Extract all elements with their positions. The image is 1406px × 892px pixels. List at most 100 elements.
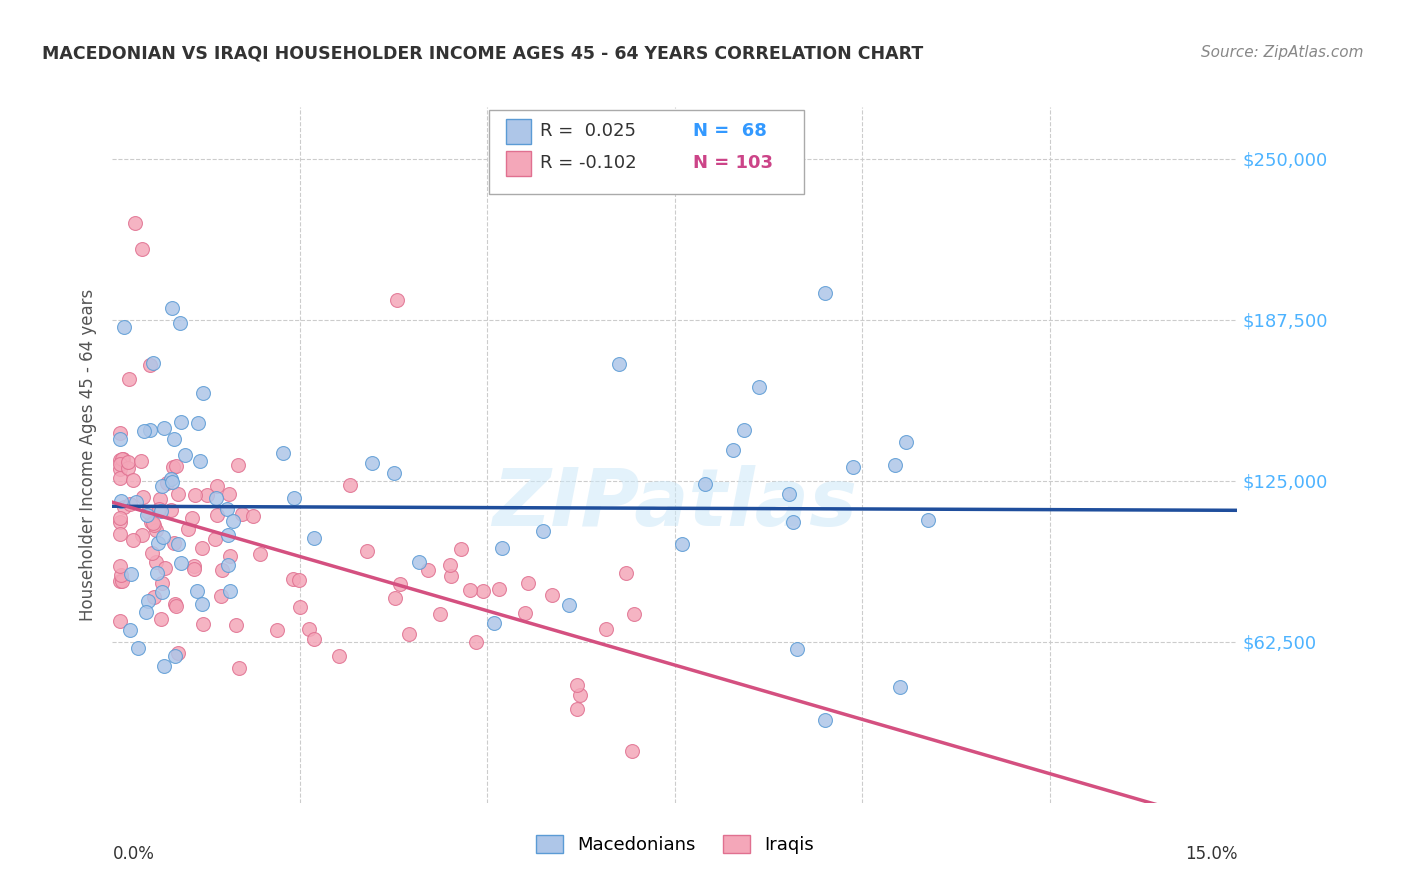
Point <box>111 452 134 467</box>
Point <box>491 541 513 556</box>
Point <box>517 575 540 590</box>
Point <box>748 380 770 394</box>
Point <box>111 451 134 466</box>
Point <box>156 475 179 490</box>
Point <box>219 549 242 563</box>
Point <box>183 562 205 576</box>
Point <box>298 622 321 636</box>
Point <box>149 612 172 626</box>
Point <box>108 614 131 628</box>
Point <box>108 574 131 588</box>
Point <box>173 448 195 462</box>
Point <box>782 515 804 529</box>
Point <box>541 588 564 602</box>
Point <box>127 641 149 656</box>
Point <box>148 501 170 516</box>
Text: 15.0%: 15.0% <box>1185 845 1237 863</box>
Point <box>108 426 131 441</box>
Point <box>531 524 554 538</box>
Text: R = -0.102: R = -0.102 <box>540 154 637 172</box>
Point <box>205 491 228 505</box>
Point <box>166 599 188 613</box>
Point <box>142 356 165 370</box>
Point <box>177 522 200 536</box>
Point <box>595 622 617 636</box>
Point <box>108 511 131 525</box>
Point <box>283 491 305 505</box>
Point <box>440 569 463 583</box>
Point <box>132 490 155 504</box>
Point <box>125 495 148 509</box>
Point <box>170 416 193 430</box>
Point <box>112 500 135 515</box>
Point <box>136 506 159 520</box>
Point <box>108 559 131 574</box>
Point <box>356 544 378 558</box>
Point <box>211 563 233 577</box>
Point <box>361 457 384 471</box>
Point <box>460 583 482 598</box>
Point <box>249 548 271 562</box>
Point <box>117 455 139 469</box>
Point <box>145 555 167 569</box>
Point <box>165 458 187 473</box>
Point <box>160 475 183 490</box>
Point <box>146 566 169 581</box>
Point <box>302 531 325 545</box>
Point <box>183 559 205 574</box>
Point <box>181 510 204 524</box>
Point <box>124 216 146 230</box>
Point <box>328 648 350 663</box>
Point <box>149 491 172 506</box>
Point <box>167 537 190 551</box>
Point <box>786 641 808 656</box>
Point <box>153 659 176 673</box>
Point <box>450 542 472 557</box>
Point <box>162 301 184 315</box>
Point <box>108 527 131 541</box>
Point <box>118 623 141 637</box>
Point <box>111 574 134 588</box>
Point <box>191 541 214 555</box>
Point <box>607 357 630 371</box>
Point <box>195 488 218 502</box>
Point <box>515 607 537 621</box>
Point <box>108 470 131 484</box>
Point <box>302 632 325 646</box>
Point <box>215 502 238 516</box>
Point <box>439 558 461 572</box>
Point <box>142 518 165 533</box>
Point <box>209 589 232 603</box>
Text: MACEDONIAN VS IRAQI HOUSEHOLDER INCOME AGES 45 - 64 YEARS CORRELATION CHART: MACEDONIAN VS IRAQI HOUSEHOLDER INCOME A… <box>42 45 924 62</box>
Point <box>429 607 451 621</box>
Legend: Macedonians, Iraqis: Macedonians, Iraqis <box>527 826 823 863</box>
Point <box>152 584 174 599</box>
Point <box>614 566 637 580</box>
Point <box>565 702 588 716</box>
Point <box>170 556 193 570</box>
Point <box>219 584 242 599</box>
Point <box>568 688 591 702</box>
Text: ZIPatlas: ZIPatlas <box>492 465 858 542</box>
Point <box>163 536 186 550</box>
Point <box>110 568 132 582</box>
Point <box>917 513 939 527</box>
Point <box>160 503 183 517</box>
Point <box>733 423 755 437</box>
Point <box>281 572 304 586</box>
Text: N = 103: N = 103 <box>693 154 773 172</box>
Point <box>187 416 209 430</box>
Point <box>408 555 430 569</box>
Point <box>842 460 865 475</box>
Point <box>110 494 132 508</box>
Point <box>160 472 183 486</box>
Point <box>225 618 247 632</box>
Text: R =  0.025: R = 0.025 <box>540 122 636 140</box>
Point <box>117 460 139 475</box>
Point <box>190 454 212 468</box>
Point <box>141 546 163 560</box>
Point <box>471 583 494 598</box>
Point <box>149 504 172 518</box>
Point <box>228 661 250 675</box>
Point <box>288 573 311 587</box>
